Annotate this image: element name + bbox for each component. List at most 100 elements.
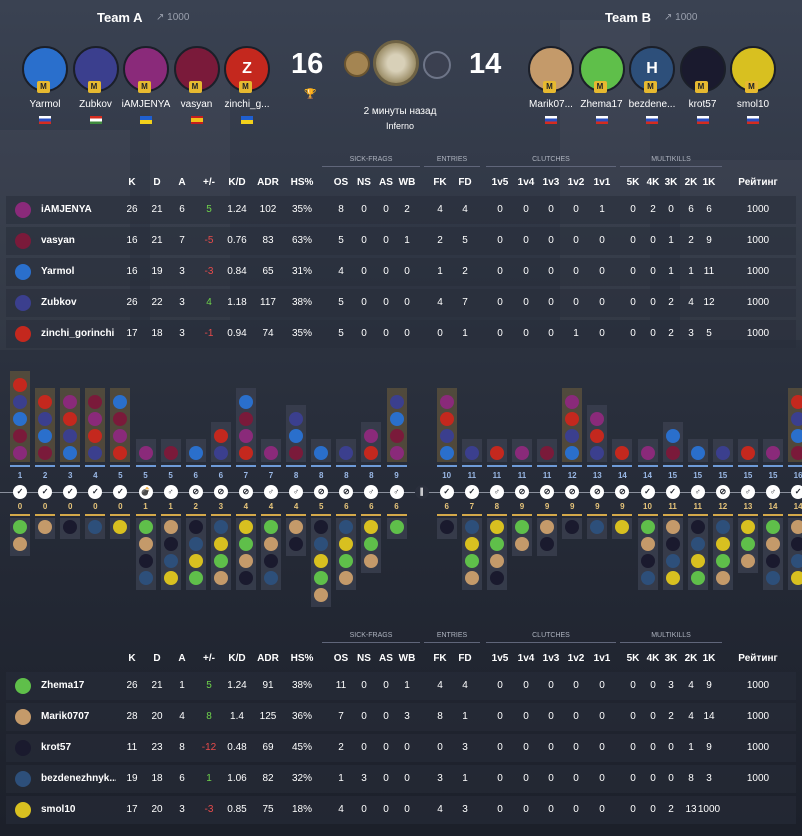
round-result-icon[interactable]: ⊘ — [314, 485, 329, 499]
player-name[interactable]: Yarmol — [41, 266, 75, 277]
round-result-icon[interactable]: 💣 — [138, 485, 153, 499]
column-header[interactable]: 1v4 — [517, 653, 535, 664]
column-header[interactable]: 1v3 — [542, 653, 560, 664]
round-result-icon[interactable]: ⊘ — [540, 485, 555, 499]
column-header[interactable]: 1v5 — [491, 177, 509, 188]
column-header[interactable]: K — [128, 653, 136, 664]
player-avatar-icon[interactable] — [15, 295, 31, 311]
round-result-icon[interactable]: ♂ — [163, 485, 178, 499]
avatar[interactable]: M — [578, 46, 625, 93]
round-result-icon[interactable]: ♂ — [264, 485, 278, 499]
column-header[interactable]: OS — [333, 653, 349, 664]
column-header[interactable]: +/- — [203, 177, 215, 188]
player-avatar-icon[interactable] — [15, 202, 31, 218]
column-header[interactable]: FK — [433, 177, 447, 188]
column-header[interactable]: D — [153, 653, 161, 664]
player-name[interactable]: bezdenezhnyk... — [41, 773, 116, 784]
round-result-icon[interactable]: ⊘ — [590, 485, 605, 499]
player-name[interactable]: iAMJENYA — [41, 204, 92, 215]
player-name[interactable]: Zhema17 — [41, 680, 85, 691]
column-header[interactable]: ADR — [257, 653, 279, 664]
player-card[interactable]: M Marik07... — [526, 46, 576, 124]
player-name[interactable]: Marik0707 — [41, 711, 90, 722]
round-result-icon[interactable]: ✓ — [88, 485, 103, 499]
table-row[interactable]: Yarmol 16 19 3 -3 0.84 65 31% 4 0 0 0 1 2 0 0 0 0 0 0 0 1 1 11 1… — [6, 258, 796, 286]
column-header[interactable]: 1v3 — [542, 177, 560, 188]
column-header[interactable]: 5K — [626, 653, 640, 664]
round-result-icon[interactable]: ♂ — [289, 485, 304, 499]
round-result-icon[interactable]: ✓ — [665, 485, 680, 499]
column-header[interactable]: 3K — [664, 653, 678, 664]
round-result-icon[interactable]: ⊘ — [188, 485, 203, 499]
avatar[interactable]: M — [72, 46, 119, 93]
column-header[interactable]: K — [128, 177, 136, 188]
round-result-icon[interactable]: ♂ — [489, 485, 504, 499]
round-result-icon[interactable]: ✓ — [13, 485, 27, 499]
table-row[interactable]: bezdenezhnyk... 19 18 6 1 1.06 82 32% 1 3 0 0 3 1 0 0 0 0… — [6, 765, 796, 793]
player-name[interactable]: Zubkov — [41, 297, 77, 308]
avatar[interactable]: M — [528, 46, 574, 93]
column-header[interactable]: K/D — [228, 653, 246, 664]
player-avatar-icon[interactable] — [15, 740, 31, 756]
column-header[interactable]: Рейтинг — [738, 177, 778, 188]
player-card[interactable]: M Zhema17 — [577, 46, 627, 124]
column-header[interactable]: AS — [379, 653, 393, 664]
column-header[interactable]: 1v4 — [517, 177, 535, 188]
round-result-icon[interactable]: ✓ — [640, 485, 655, 499]
table-row[interactable]: Marik0707 28 20 4 8 1.4 125 36% 7 0 0 3 8 1 0 0 0 0 0 0 0 2 4 1… — [6, 703, 796, 731]
column-header[interactable]: 1K — [702, 177, 716, 188]
player-avatar-icon[interactable] — [15, 771, 31, 787]
round-result-icon[interactable]: ✓ — [63, 485, 78, 499]
avatar[interactable]: M — [123, 46, 169, 93]
player-card[interactable]: M Yarmol — [20, 46, 70, 124]
column-header[interactable]: FD — [458, 653, 472, 664]
column-header[interactable]: ADR — [257, 177, 279, 188]
column-header[interactable]: NS — [357, 653, 371, 664]
column-header[interactable]: 4K — [646, 653, 660, 664]
column-header[interactable]: 1v5 — [491, 653, 509, 664]
player-name[interactable]: zinchi_gorinchi — [41, 328, 115, 339]
round-result-icon[interactable]: ♂ — [364, 485, 379, 499]
player-avatar-icon[interactable] — [15, 802, 31, 818]
avatar[interactable]: M — [173, 46, 220, 93]
round-result-icon[interactable]: ⊘ — [238, 485, 253, 499]
table-row[interactable]: zinchi_gorinchi 17 18 3 -1 0.94 74 35% 5 0 0 0 0 1 0 0 0… — [6, 320, 796, 348]
round-result-icon[interactable]: ⊘ — [515, 485, 529, 499]
column-header[interactable]: A — [178, 653, 186, 664]
avatar[interactable]: M — [679, 46, 726, 93]
column-header[interactable]: NS — [357, 177, 371, 188]
player-avatar-icon[interactable] — [15, 264, 31, 280]
table-row[interactable]: iAMJENYA 26 21 6 5 1.24 102 35% 8 0 0 2 4 4 0 0 0 0 1 0 2 0 6 6… — [6, 196, 796, 224]
round-result-icon[interactable]: ∥ — [414, 485, 429, 499]
player-name[interactable]: krot57 — [41, 742, 72, 753]
column-header[interactable]: K/D — [228, 177, 246, 188]
column-header[interactable]: WB — [398, 653, 416, 664]
player-card[interactable]: M Zubkov — [71, 46, 121, 124]
column-header[interactable]: FD — [458, 177, 472, 188]
column-header[interactable]: 1K — [702, 653, 716, 664]
player-avatar-icon[interactable] — [15, 233, 31, 249]
round-result-icon[interactable]: ✓ — [791, 485, 802, 499]
table-row[interactable]: smol10 17 20 3 -3 0.85 75 18% 4 0 0 0 4 3 0 0 0 0 0 0 0 2 13 10… — [6, 796, 796, 824]
table-row[interactable]: vasyan 16 21 7 -5 0.76 83 63% 5 0 0 1 2 5 0 0 0 0 0 0 0 1 2 9 10… — [6, 227, 796, 255]
table-row[interactable]: Zhema17 26 21 1 5 1.24 91 38% 11 0 0 1 4 4 0 0 0 0 0 0 0 3 4 9 1… — [6, 672, 796, 700]
round-result-icon[interactable]: ♂ — [740, 485, 755, 499]
avatar[interactable]: M — [22, 46, 68, 93]
column-header[interactable]: 3K — [664, 177, 678, 188]
player-name[interactable]: smol10 — [41, 804, 76, 815]
player-avatar-icon[interactable] — [15, 678, 31, 694]
column-header[interactable]: A — [178, 177, 186, 188]
column-header[interactable]: 1v2 — [567, 177, 585, 188]
avatar[interactable]: M — [730, 46, 776, 93]
column-header[interactable]: WB — [398, 177, 416, 188]
round-result-icon[interactable]: ♂ — [389, 485, 404, 499]
round-result-icon[interactable]: ✓ — [464, 485, 479, 499]
